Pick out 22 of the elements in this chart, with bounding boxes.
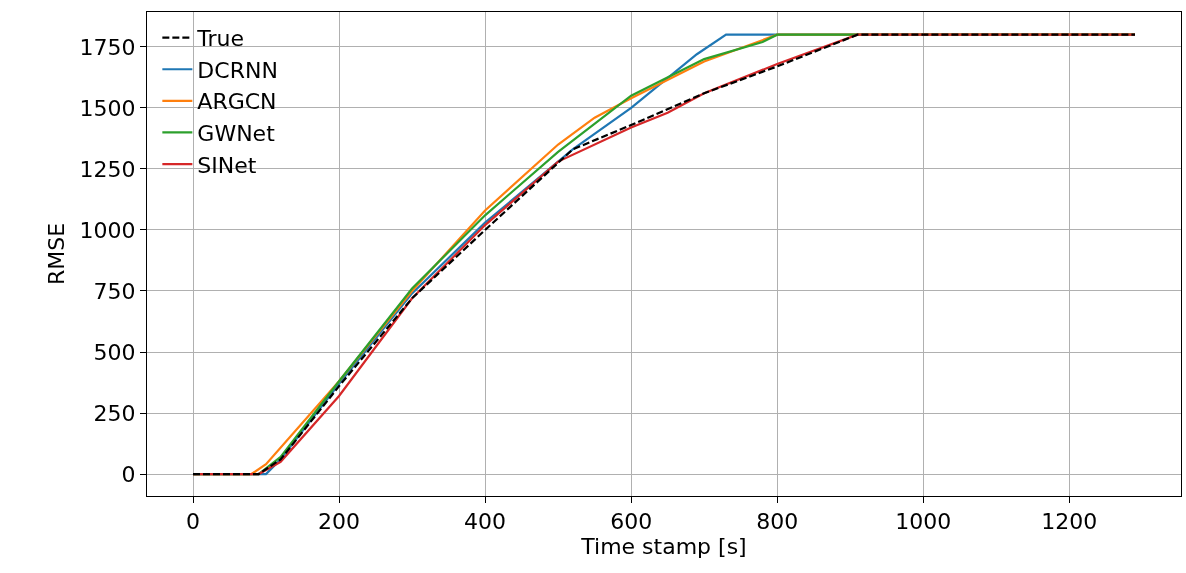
y-tick-label: 500 bbox=[93, 339, 136, 365]
x-tick-label: 600 bbox=[610, 509, 653, 535]
x-tick-label: 0 bbox=[186, 509, 200, 535]
legend-label: ARGCN bbox=[197, 89, 277, 115]
x-tick-label: 400 bbox=[464, 509, 507, 535]
x-tick-label: 200 bbox=[318, 509, 361, 535]
y-tick-label: 1500 bbox=[79, 95, 136, 121]
x-tick-label: 1000 bbox=[895, 509, 952, 535]
y-tick-label: 1750 bbox=[79, 34, 136, 60]
legend-label: True bbox=[196, 26, 245, 52]
y-tick-label: 250 bbox=[93, 400, 136, 426]
y-axis-title: RMSE bbox=[44, 222, 70, 286]
y-tick-label: 750 bbox=[93, 278, 136, 304]
x-axis-title: Time stamp [s] bbox=[580, 534, 747, 560]
x-tick-label: 800 bbox=[756, 509, 799, 535]
legend-label: GWNet bbox=[197, 121, 276, 147]
x-tick-label: 1200 bbox=[1041, 509, 1098, 535]
legend-label: SINet bbox=[197, 152, 257, 178]
legend-label: DCRNN bbox=[197, 57, 278, 83]
y-tick-label: 1000 bbox=[79, 217, 136, 243]
y-tick-label: 1250 bbox=[79, 156, 136, 182]
y-tick-label: 0 bbox=[121, 461, 136, 487]
